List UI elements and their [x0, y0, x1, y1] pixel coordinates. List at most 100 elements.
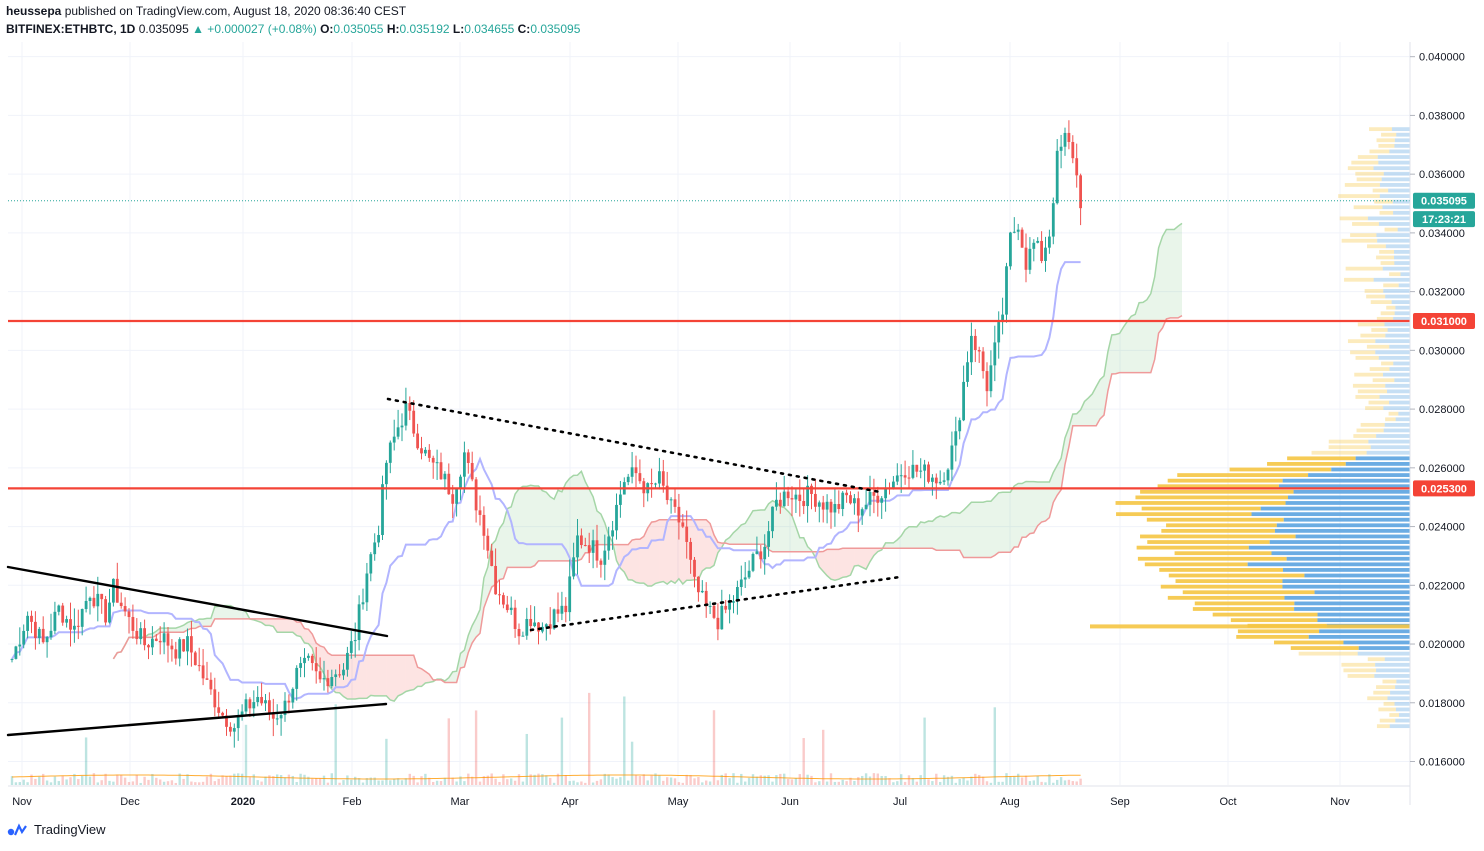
ohlc-line: BITFINEX:ETHBTC, 1D 0.035095 ▲ +0.000027… [6, 21, 1006, 37]
close-label: C: [517, 22, 531, 36]
volume-bar [240, 773, 244, 785]
volume-bar [666, 777, 669, 785]
volume-bar [412, 775, 415, 785]
candle-body [76, 625, 80, 627]
cloud-segment [1018, 483, 1023, 548]
volume-bar [303, 774, 306, 785]
volume-bar [393, 778, 396, 785]
cloud-segment [1174, 226, 1179, 318]
candle-body [1016, 229, 1020, 232]
volume-profile-buy [1271, 551, 1410, 556]
volume-profile-sell [1378, 143, 1395, 148]
cloud-segment [920, 521, 925, 549]
cloud-segment [955, 512, 960, 551]
cloud-segment [702, 519, 707, 571]
candle-body [275, 718, 279, 720]
volume-profile-sell [1384, 227, 1398, 232]
volume-profile-sell [1343, 668, 1377, 673]
volume-bar [127, 782, 131, 785]
volume-bar [642, 774, 645, 785]
volume-profile-sell [1380, 311, 1395, 316]
ichimoku-cloud [113, 223, 1182, 702]
volume-bar [248, 777, 252, 785]
candle-body [271, 713, 275, 719]
candle-body [349, 641, 353, 653]
volume-bar [502, 774, 505, 785]
volume-bar [213, 781, 216, 785]
volume-bar [451, 777, 454, 785]
volume-bar [1059, 777, 1063, 785]
candle-body [517, 628, 521, 637]
cloud-segment [191, 621, 196, 629]
candle-body [182, 639, 185, 652]
volume-profile-sell [1174, 551, 1272, 556]
candle-body [353, 640, 357, 642]
volume-profile-buy [1345, 462, 1410, 466]
price-tick-label: 0.034000 [1419, 228, 1465, 240]
candle-body [615, 504, 618, 531]
author-name[interactable]: heussepa [6, 4, 62, 18]
cloud-segment [405, 655, 410, 692]
volume-profile-buy [1287, 495, 1410, 500]
volume-bar [420, 776, 423, 785]
volume-bar [517, 774, 521, 785]
volume-bar [802, 738, 805, 785]
volume-profile-sell [1135, 495, 1288, 500]
cloud-segment [546, 492, 551, 561]
candle-body [1055, 150, 1059, 204]
time-tick-label: Dec [120, 796, 140, 808]
volume-profile-sell [1370, 300, 1392, 304]
cloud-segment [168, 628, 172, 633]
volume-profile-sell [1230, 618, 1318, 623]
cloud-segment [862, 548, 867, 570]
cloud-segment [597, 510, 601, 545]
cloud-segment [238, 609, 243, 619]
volume-bar [38, 776, 41, 785]
cloud-segment [944, 515, 948, 551]
volume-bar [1024, 775, 1028, 785]
price-chart[interactable]: 0.040000 0.038000 0.036000 0.034000 0.032000… [0, 38, 1484, 818]
candle-body [817, 502, 821, 507]
tradingview-logo-icon[interactable] [6, 822, 28, 837]
candle-body [264, 700, 267, 704]
volume-bar [552, 782, 556, 785]
volume-profile-buy [1276, 523, 1410, 528]
candle-body [147, 645, 150, 648]
cloud-segment [780, 506, 785, 552]
volume-bar [237, 773, 240, 785]
cloud-segment [214, 606, 219, 619]
volume-bar [428, 777, 431, 785]
candle-body [673, 499, 677, 507]
volume-profile-sell [1116, 512, 1252, 517]
cloud-segment [526, 485, 531, 568]
volume-bar [498, 781, 501, 785]
volume-bar [970, 776, 973, 785]
volume-bar [931, 781, 934, 785]
volume-bar [845, 781, 848, 785]
candle-body [248, 699, 252, 709]
candle-body [619, 494, 622, 505]
volume-profile-buy [1269, 540, 1410, 544]
candle-body [860, 509, 864, 516]
volume-bar [1001, 781, 1004, 785]
volume-profile-buy [1284, 595, 1410, 600]
volume-profile-sell [1357, 389, 1388, 394]
volume-profile-sell [1372, 378, 1395, 383]
volume-bar [264, 776, 267, 785]
candle-body [806, 485, 809, 507]
volume-bar [26, 782, 29, 785]
candle-body [1079, 175, 1082, 209]
candle-body [342, 669, 345, 676]
cloud-segment [1037, 481, 1042, 526]
volume-bar [755, 776, 759, 785]
candle-body [205, 678, 209, 680]
candle-body [856, 498, 860, 516]
candle-body [1040, 240, 1043, 261]
cloud-segment [226, 605, 231, 619]
volume-profile [1090, 127, 1410, 729]
volume-bar [432, 781, 435, 785]
volume-bar [307, 776, 310, 785]
tradingview-brand[interactable]: TradingView [34, 822, 106, 837]
volume-bar [958, 778, 961, 785]
volume-profile-buy [1343, 640, 1410, 645]
